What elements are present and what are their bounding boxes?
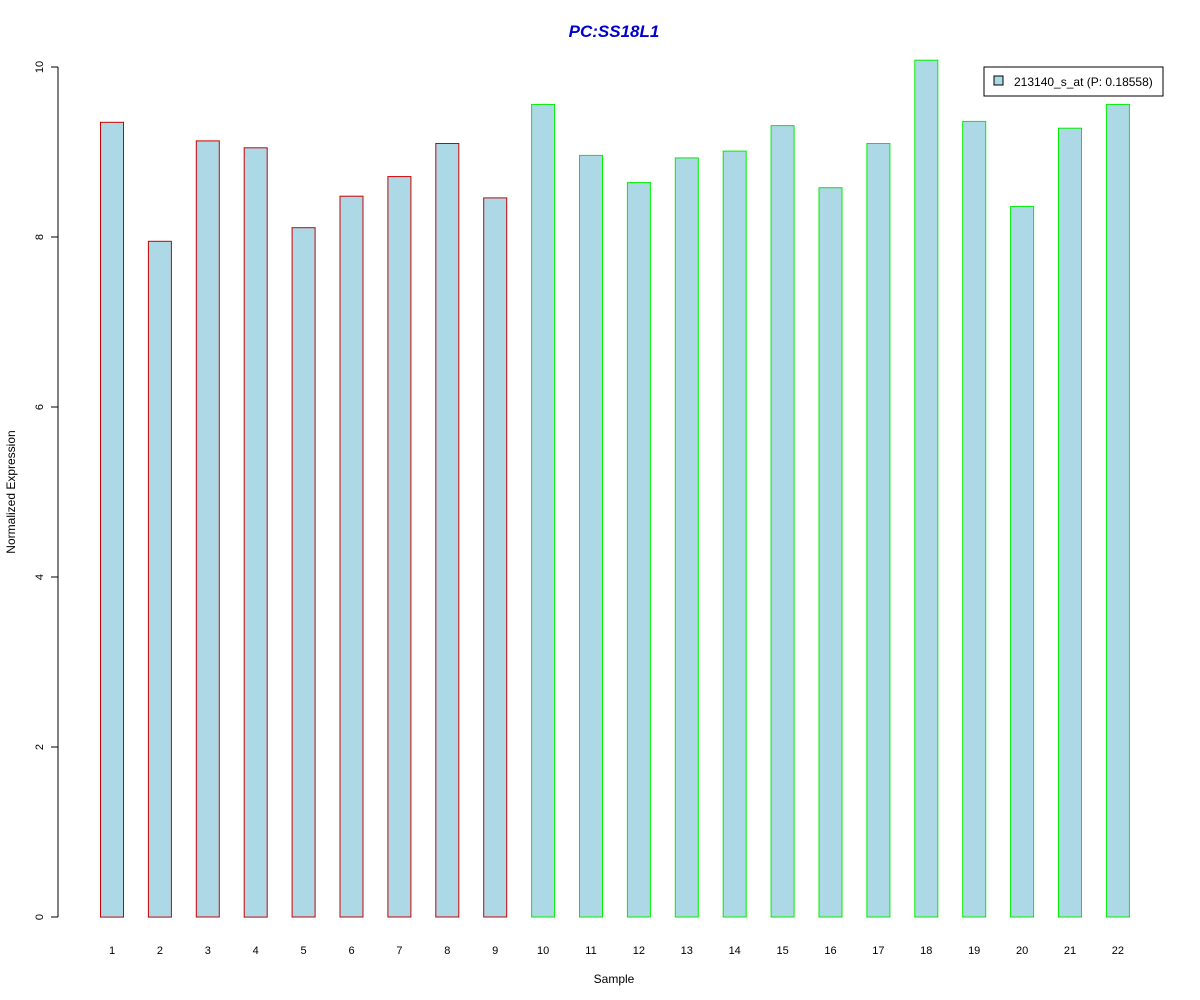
y-tick-label: 6	[34, 404, 46, 410]
x-tick-label: 18	[920, 945, 932, 957]
y-axis: 0 2 4 6 8 10	[34, 61, 59, 920]
bar-sample-11	[579, 154, 603, 918]
x-tick-label: 17	[872, 945, 884, 957]
legend: 213140_s_at (P: 0.18558)	[983, 66, 1164, 97]
legend-swatch	[993, 75, 1004, 86]
bar-sample-20	[1010, 205, 1035, 918]
y-tick-label: 2	[34, 744, 46, 750]
x-tick-labels: 1 2 3 4 5 6 7 8 9 10 11 12 13 14 15 16 17 18 19 20 21 22	[109, 945, 1124, 957]
bar-sample-6	[339, 195, 364, 918]
x-tick-label: 1	[109, 945, 115, 957]
x-tick-label: 20	[1016, 945, 1028, 957]
bar-sample-17	[866, 143, 891, 918]
bar-sample-16	[818, 187, 843, 918]
bar-sample-2	[147, 240, 172, 918]
bar-sample-18	[914, 59, 939, 918]
x-tick-label: 16	[824, 945, 836, 957]
y-tick-label: 10	[34, 61, 46, 73]
x-tick-label: 4	[253, 945, 259, 957]
legend-box	[983, 66, 1164, 97]
x-tick-label: 19	[968, 945, 980, 957]
bar-sample-21	[1058, 127, 1082, 918]
bar-sample-13	[674, 157, 699, 918]
bar-sample-10	[531, 103, 556, 918]
x-tick-label: 15	[776, 945, 788, 957]
bar-sample-22	[1105, 103, 1130, 918]
y-tick-label: 8	[34, 234, 46, 240]
bar-sample-5	[291, 227, 316, 918]
legend-label: 213140_s_at (P: 0.18558)	[1014, 75, 1153, 89]
x-tick-label: 12	[633, 945, 645, 957]
chart-title: PC:SS18L1	[569, 22, 660, 41]
x-tick-label: 14	[729, 945, 741, 957]
bar-sample-4	[243, 147, 268, 918]
bar-sample-14	[722, 150, 747, 918]
x-tick-label: 13	[681, 945, 693, 957]
bar-sample-19	[962, 120, 987, 918]
x-axis-title: Sample	[594, 972, 635, 986]
x-tick-label: 7	[396, 945, 402, 957]
bars	[100, 59, 1130, 918]
y-tick-label: 0	[34, 914, 46, 920]
x-tick-label: 9	[492, 945, 498, 957]
x-tick-label: 2	[157, 945, 163, 957]
x-tick-label: 11	[585, 945, 596, 957]
bar-sample-7	[387, 176, 412, 918]
x-tick-label: 6	[348, 945, 354, 957]
bar-sample-9	[483, 197, 508, 918]
x-tick-label: 21	[1064, 945, 1076, 957]
x-tick-label: 5	[301, 945, 307, 957]
y-tick-label: 4	[34, 574, 46, 580]
bar-sample-12	[626, 182, 651, 918]
bar-sample-8	[435, 143, 460, 918]
bar-sample-15	[770, 125, 795, 918]
x-tick-label: 22	[1112, 945, 1124, 957]
x-tick-label: 10	[537, 945, 549, 957]
x-tick-label: 3	[205, 945, 211, 957]
y-axis-title: Normalized Expression	[4, 430, 18, 553]
bar-sample-3	[195, 140, 220, 918]
bar-sample-1	[100, 121, 124, 918]
x-tick-label: 8	[444, 945, 450, 957]
